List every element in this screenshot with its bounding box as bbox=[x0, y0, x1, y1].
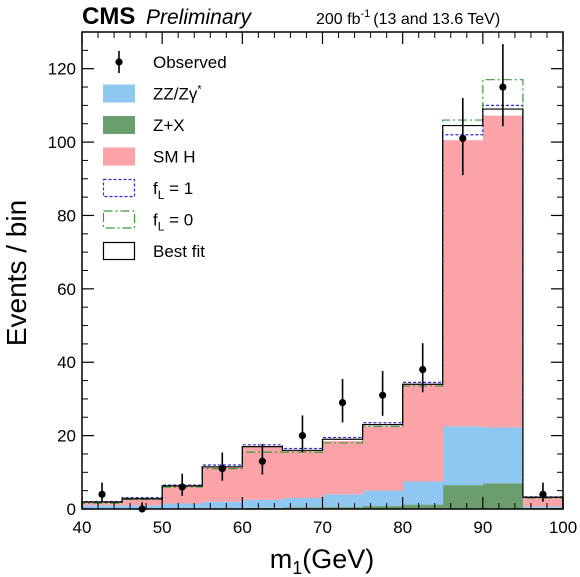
luminosity-label: 200 fb-1 (13 and 13.6 TeV) bbox=[316, 8, 500, 28]
legend-bestfit-swatch bbox=[102, 241, 136, 261]
observed-point bbox=[419, 365, 427, 374]
smh-bar bbox=[282, 451, 323, 498]
zz-bar bbox=[482, 427, 524, 484]
zx-bar bbox=[402, 504, 444, 509]
x-tick-label: 60 bbox=[233, 518, 252, 537]
legend-smh-label: SM H bbox=[153, 148, 196, 167]
observed-point bbox=[459, 134, 467, 143]
x-tick-label: 40 bbox=[73, 518, 92, 537]
legend-fl1-label: fL = 1 bbox=[153, 179, 193, 202]
y-tick-label: 60 bbox=[57, 280, 76, 299]
zz-bar bbox=[242, 499, 283, 508]
y-tick-label: 20 bbox=[57, 427, 76, 446]
observed-point bbox=[379, 391, 387, 399]
zz-bar bbox=[162, 503, 203, 509]
x-tick-label: 80 bbox=[393, 518, 412, 537]
observed-point bbox=[98, 490, 106, 498]
bestfit-line bbox=[81, 108, 564, 509]
y-tick-label: 0 bbox=[67, 500, 76, 519]
x-tick-label: 70 bbox=[313, 518, 332, 537]
legend-zx-swatch bbox=[103, 116, 135, 134]
legend-smh-swatch bbox=[103, 147, 135, 166]
zz-bar bbox=[282, 497, 323, 508]
legend-fl1-swatch bbox=[102, 178, 136, 198]
zx-bar bbox=[442, 485, 484, 509]
legend-observed-marker bbox=[115, 58, 123, 66]
legend-zz-label: ZZ/Zγ* bbox=[153, 84, 202, 104]
x-tick-label: 90 bbox=[473, 518, 492, 537]
legend-fl0-label: fL = 0 bbox=[153, 211, 193, 234]
y-tick-label: 100 bbox=[48, 133, 76, 152]
observed-point bbox=[539, 490, 547, 498]
y-tick-label: 120 bbox=[48, 60, 76, 79]
x-tick-label: 100 bbox=[549, 518, 577, 537]
zz-bar bbox=[442, 426, 484, 486]
observed-point bbox=[499, 83, 507, 91]
legend: Observed ZZ/Zγ* Z+X SM H fL = 1 fL = 0 Best fi… bbox=[102, 51, 227, 261]
smh-bar bbox=[82, 502, 123, 506]
smh-bar bbox=[402, 384, 444, 482]
y-tick-label: 80 bbox=[57, 206, 76, 225]
zz-bar bbox=[82, 505, 123, 509]
y-tick-label: 40 bbox=[57, 353, 76, 372]
zz-bar bbox=[322, 494, 364, 508]
zx-bar bbox=[362, 506, 404, 509]
x-axis-title: m1(GeV) bbox=[270, 544, 375, 577]
status-label: Preliminary bbox=[146, 6, 253, 29]
observed-points bbox=[98, 44, 547, 513]
zz-bar bbox=[522, 506, 564, 508]
observed-point bbox=[338, 398, 347, 407]
legend-obs-label: Observed bbox=[153, 53, 227, 72]
legend-fl0-swatch bbox=[102, 210, 136, 229]
observed-point bbox=[178, 483, 186, 491]
x-tick-label: 50 bbox=[153, 518, 172, 537]
legend-zx-label: Z+X bbox=[153, 116, 185, 135]
axis-ticks: 40 50 60 70 80 90 100 0 20 40 60 80 100 120 bbox=[48, 31, 577, 537]
observed-point bbox=[218, 465, 226, 473]
smh-bar bbox=[482, 115, 524, 428]
observed-point bbox=[258, 457, 266, 465]
smh-bar bbox=[362, 426, 404, 491]
stacked-fills bbox=[82, 115, 564, 509]
legend-bestfit-label: Best fit bbox=[153, 242, 205, 261]
experiment-label: CMS bbox=[82, 3, 135, 30]
zx-bar bbox=[322, 507, 364, 509]
zz-bar bbox=[362, 490, 404, 507]
zz-bar bbox=[402, 481, 444, 505]
smh-bar bbox=[522, 497, 564, 507]
smh-bar bbox=[442, 140, 484, 427]
y-axis-title: Events / bin bbox=[1, 200, 32, 346]
smh-bar bbox=[322, 441, 364, 495]
observed-point bbox=[298, 432, 307, 440]
legend-zz-swatch bbox=[103, 84, 135, 103]
zx-bar bbox=[482, 483, 524, 509]
smh-bar bbox=[122, 498, 163, 506]
zz-bar bbox=[202, 501, 243, 509]
